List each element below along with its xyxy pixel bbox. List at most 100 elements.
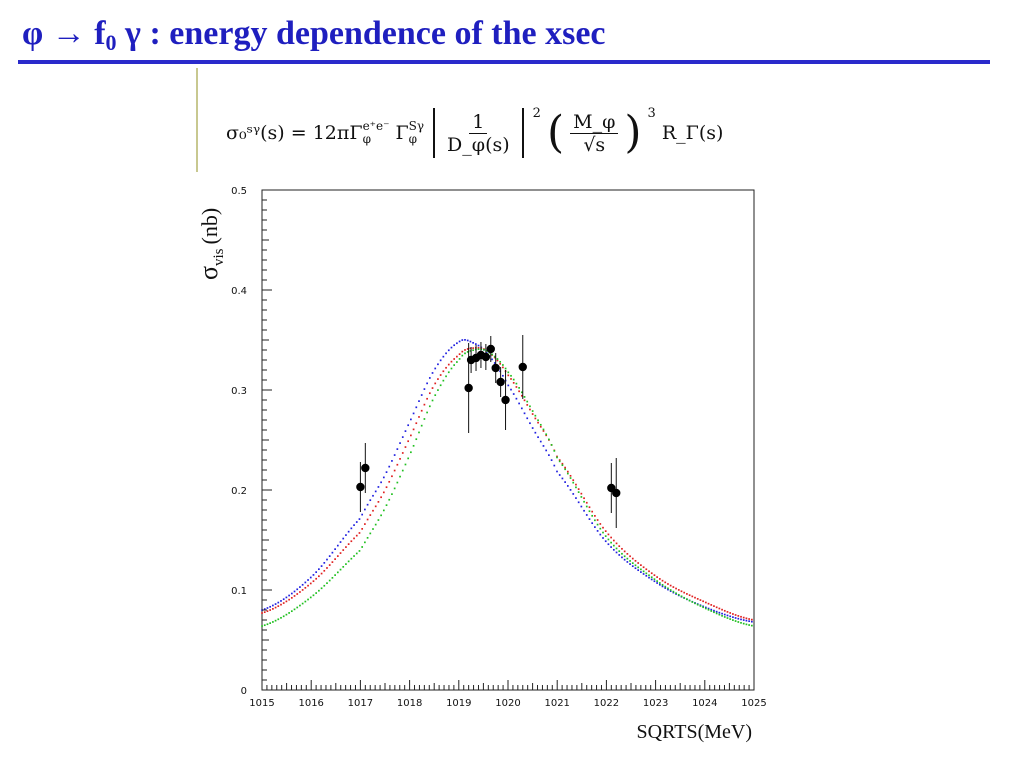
curve-dot <box>263 608 266 610</box>
curve-dot <box>293 595 296 597</box>
curve-dot <box>331 551 334 554</box>
curve-dot <box>750 624 753 627</box>
title-subscript: 0 <box>105 30 117 55</box>
curve-dot <box>612 544 615 547</box>
curve-dot <box>464 349 466 351</box>
curve-dot <box>336 555 339 557</box>
curve-dot <box>280 603 282 606</box>
curve-dot <box>415 438 418 441</box>
curve-dot <box>477 347 480 349</box>
curve-dot <box>377 486 380 488</box>
curve-dot <box>434 367 437 370</box>
curve-dot <box>529 408 531 411</box>
curve-dot <box>355 552 358 555</box>
data-point <box>496 367 505 397</box>
curve-dot <box>274 603 277 605</box>
curve-dot <box>285 596 288 599</box>
curve-dot <box>353 555 355 557</box>
curve-dot <box>393 487 396 490</box>
model-curve-1 <box>261 339 753 623</box>
curve-dot <box>328 579 331 582</box>
formula-fraction-2: M_φ √s <box>570 111 619 156</box>
data-point <box>361 443 370 493</box>
curve-dot <box>656 580 658 582</box>
y-axis-label-sub: vis <box>211 248 227 266</box>
curve-dot <box>323 569 326 572</box>
curve-dot <box>645 574 648 577</box>
curve-dot <box>704 606 707 609</box>
curve-dot <box>640 568 642 571</box>
curve-dot <box>523 412 526 415</box>
curve-dot <box>401 452 404 454</box>
x-axis-label: SQRTS(MeV) <box>637 721 752 743</box>
curve-dot <box>591 514 594 517</box>
x-tick-label: 1021 <box>544 698 569 709</box>
curve-dot <box>304 600 307 603</box>
fraction-2-denominator: √s <box>583 133 606 156</box>
curve-dot <box>715 610 718 613</box>
curve-dot <box>339 541 342 543</box>
formula-tail: R_Γ(s) <box>661 122 724 144</box>
curve-dot <box>364 508 366 511</box>
data-marker <box>356 482 365 492</box>
curve-dot <box>504 367 507 370</box>
curve-dot <box>737 621 740 623</box>
curve-dot <box>626 553 629 555</box>
curve-dot <box>721 608 723 611</box>
curve-dot <box>469 340 472 343</box>
x-tick-label: 1022 <box>594 698 619 709</box>
curve-dot <box>545 433 548 436</box>
curve-dot <box>510 378 512 380</box>
curve-dot <box>580 496 583 498</box>
curve-dot <box>288 594 290 597</box>
curve-dot <box>577 491 580 493</box>
curve-dot <box>439 384 442 387</box>
data-point <box>518 335 527 399</box>
curve-dot <box>531 410 534 412</box>
curve-dot <box>637 562 640 564</box>
curve-dot <box>667 583 669 585</box>
curve-dot <box>658 583 661 586</box>
curve-dot <box>599 523 602 525</box>
curve-dot <box>274 606 277 609</box>
curve-dot <box>596 530 599 532</box>
curve-dot <box>380 496 382 499</box>
curve-dot <box>561 464 564 467</box>
curve-dot <box>326 558 328 561</box>
curve-dot <box>491 358 493 361</box>
curve-dot <box>737 615 740 617</box>
curve-dot <box>323 562 326 564</box>
curve-dot <box>336 571 339 574</box>
curve-dot <box>312 580 315 583</box>
curve-dot <box>585 514 588 516</box>
curve-dot <box>364 523 366 525</box>
curve-dot <box>707 602 710 605</box>
curve-dot <box>485 351 488 354</box>
curve-dot <box>282 598 285 601</box>
curve-dot <box>534 431 537 434</box>
curve-dot <box>548 454 550 456</box>
curve-dot <box>615 547 618 550</box>
curve-dot <box>307 584 309 587</box>
curve-dot <box>304 586 307 589</box>
curve-dot <box>661 579 664 582</box>
curve-dot <box>704 601 707 604</box>
curve-dot <box>263 624 266 627</box>
data-point <box>607 463 616 513</box>
curve-dot <box>729 612 732 614</box>
curve-dot <box>439 359 442 362</box>
curve-dot <box>377 519 380 521</box>
curve-dot <box>331 561 334 563</box>
curve-dot <box>640 571 642 573</box>
curve-dot <box>336 544 339 547</box>
curve-dot <box>401 469 404 472</box>
curve-dot <box>648 570 650 573</box>
curve-dot <box>631 562 634 564</box>
curve-dot <box>623 558 626 561</box>
curve-dot <box>502 374 504 377</box>
curve-dot <box>461 350 464 353</box>
curve-dot <box>309 582 312 585</box>
curve-dot <box>642 566 645 569</box>
curve-dot <box>450 360 453 363</box>
curve-dot <box>345 563 347 565</box>
